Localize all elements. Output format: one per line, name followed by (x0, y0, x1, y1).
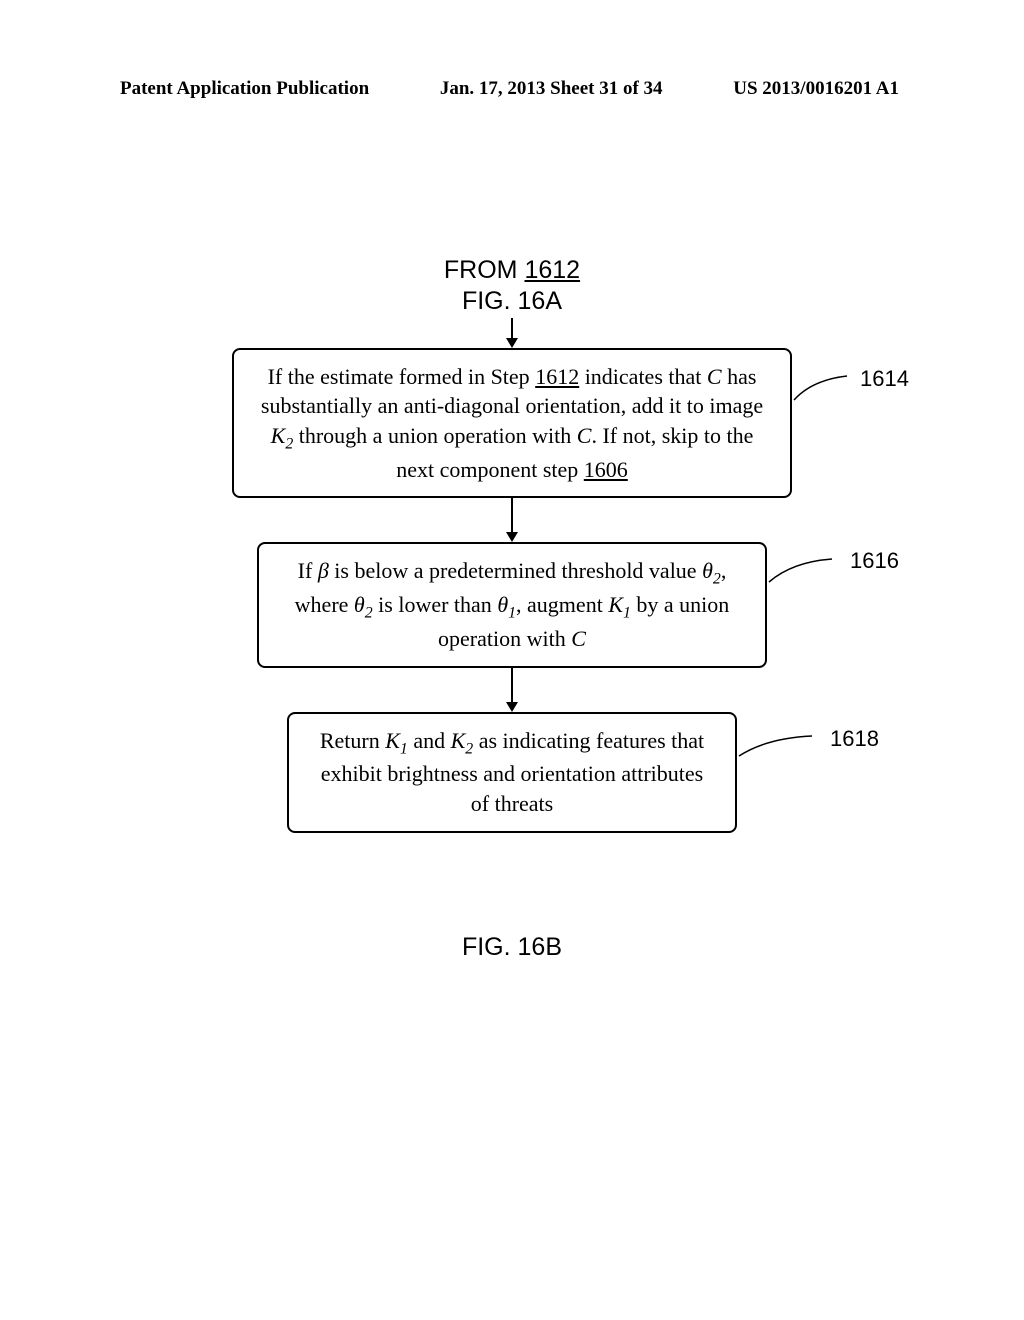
ref-label-1618: 1618 (830, 726, 879, 752)
from-ref: 1612 (524, 256, 580, 284)
arrow-icon (502, 498, 522, 542)
ref-label-1616: 1616 (850, 548, 899, 574)
leader-icon (792, 370, 862, 410)
flowchart: FROM 1612 FIG. 16A If the estimate forme… (0, 255, 1024, 962)
flow-box-1618: Return K1 and K2 as indicating features … (287, 712, 737, 833)
flow-row-1614: If the estimate formed in Step 1612 indi… (0, 348, 1024, 499)
flow-row-1618: Return K1 and K2 as indicating features … (0, 712, 1024, 833)
flow-box-1616: If β is below a predetermined threshold … (257, 542, 767, 667)
flow-box-1614: If the estimate formed in Step 1612 indi… (232, 348, 792, 499)
from-prefix: FROM (444, 256, 525, 284)
ref-label-1614: 1614 (860, 366, 909, 392)
from-label: FROM 1612 FIG. 16A (0, 255, 1024, 318)
leader-icon (767, 554, 847, 594)
leader-icon (737, 730, 827, 770)
figure-caption: FIG. 16B (0, 933, 1024, 962)
header-left: Patent Application Publication (120, 78, 369, 100)
header-right: US 2013/0016201 A1 (733, 78, 899, 100)
header-center: Jan. 17, 2013 Sheet 31 of 34 (440, 78, 663, 100)
arrow-icon (502, 668, 522, 712)
arrow-icon (502, 318, 522, 348)
flow-row-1616: If β is below a predetermined threshold … (0, 542, 1024, 667)
from-fig: FIG. 16A (462, 287, 562, 315)
page-header: Patent Application Publication Jan. 17, … (0, 78, 1024, 100)
